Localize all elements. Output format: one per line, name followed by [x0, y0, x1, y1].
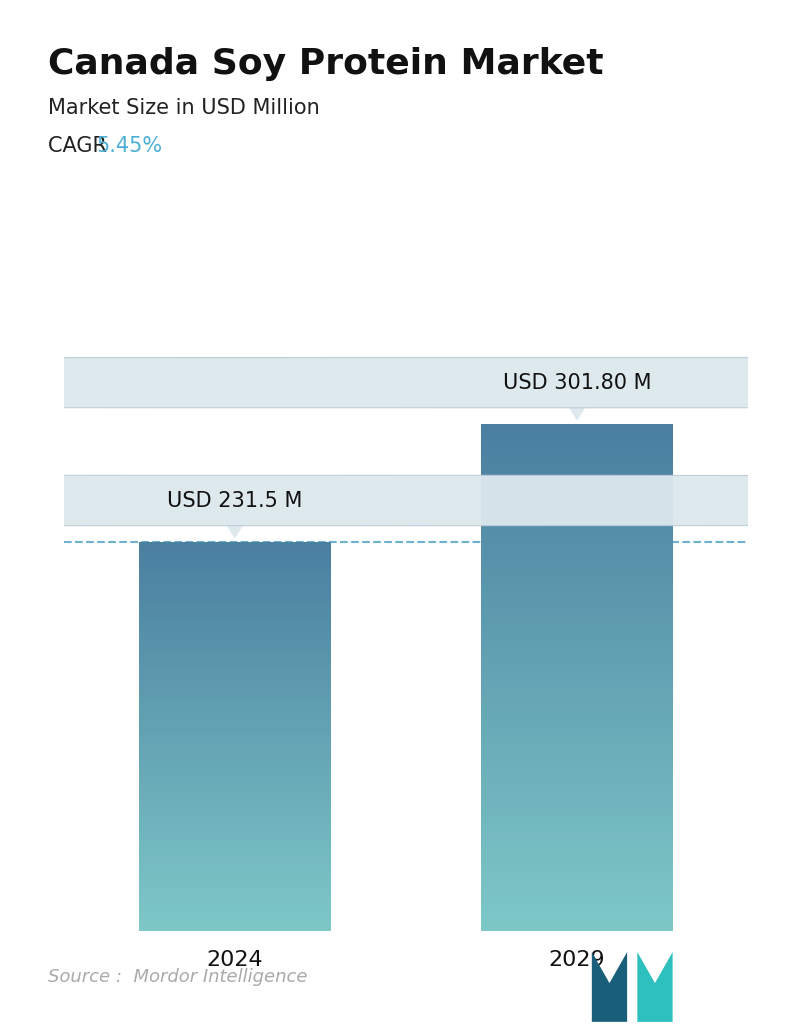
Text: 5.45%: 5.45%	[96, 136, 162, 156]
Text: Source :  Mordor Intelligence: Source : Mordor Intelligence	[48, 968, 307, 986]
Polygon shape	[224, 521, 245, 538]
Polygon shape	[638, 952, 673, 1022]
Polygon shape	[591, 952, 627, 1022]
Text: USD 301.80 M: USD 301.80 M	[503, 372, 651, 393]
Polygon shape	[567, 403, 587, 420]
Text: USD 231.5 M: USD 231.5 M	[167, 490, 302, 511]
FancyBboxPatch shape	[0, 476, 796, 525]
Text: Canada Soy Protein Market: Canada Soy Protein Market	[48, 47, 603, 81]
Text: Market Size in USD Million: Market Size in USD Million	[48, 98, 319, 118]
Text: CAGR: CAGR	[48, 136, 113, 156]
FancyBboxPatch shape	[0, 358, 796, 407]
